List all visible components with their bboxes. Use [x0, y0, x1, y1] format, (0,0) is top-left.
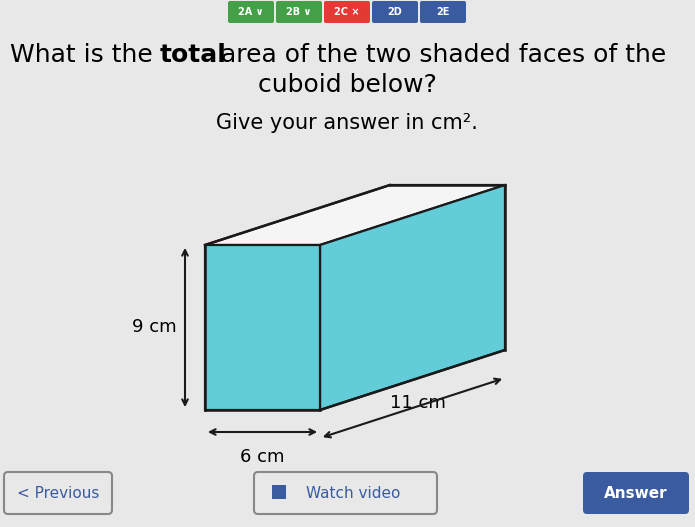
- Text: Watch video: Watch video: [306, 485, 401, 501]
- Text: 2D: 2D: [388, 7, 402, 17]
- FancyBboxPatch shape: [254, 472, 437, 514]
- Text: 2E: 2E: [436, 7, 450, 17]
- Bar: [272, 485, 286, 499]
- Text: area of the two shaded faces of the: area of the two shaded faces of the: [213, 43, 667, 67]
- FancyBboxPatch shape: [324, 1, 370, 23]
- FancyBboxPatch shape: [583, 472, 689, 514]
- FancyBboxPatch shape: [4, 472, 112, 514]
- Text: Give your answer in cm².: Give your answer in cm².: [216, 113, 478, 133]
- Text: 6 cm: 6 cm: [240, 448, 285, 466]
- Bar: [0, 468, 695, 527]
- Text: 2A ∨: 2A ∨: [238, 7, 263, 17]
- FancyBboxPatch shape: [420, 1, 466, 23]
- Text: What is the: What is the: [10, 43, 161, 67]
- Text: Answer: Answer: [604, 485, 668, 501]
- Polygon shape: [320, 185, 505, 410]
- Text: cuboid below?: cuboid below?: [258, 73, 436, 97]
- Polygon shape: [205, 185, 505, 245]
- Text: 9 cm: 9 cm: [132, 318, 177, 337]
- Polygon shape: [205, 245, 320, 410]
- Text: 2B ∨: 2B ∨: [286, 7, 311, 17]
- Text: < Previous: < Previous: [17, 485, 99, 501]
- FancyBboxPatch shape: [276, 1, 322, 23]
- Text: 2C ×: 2C ×: [334, 7, 360, 17]
- Text: 11 cm: 11 cm: [390, 394, 445, 412]
- FancyBboxPatch shape: [228, 1, 274, 23]
- FancyBboxPatch shape: [372, 1, 418, 23]
- Text: total: total: [160, 43, 227, 67]
